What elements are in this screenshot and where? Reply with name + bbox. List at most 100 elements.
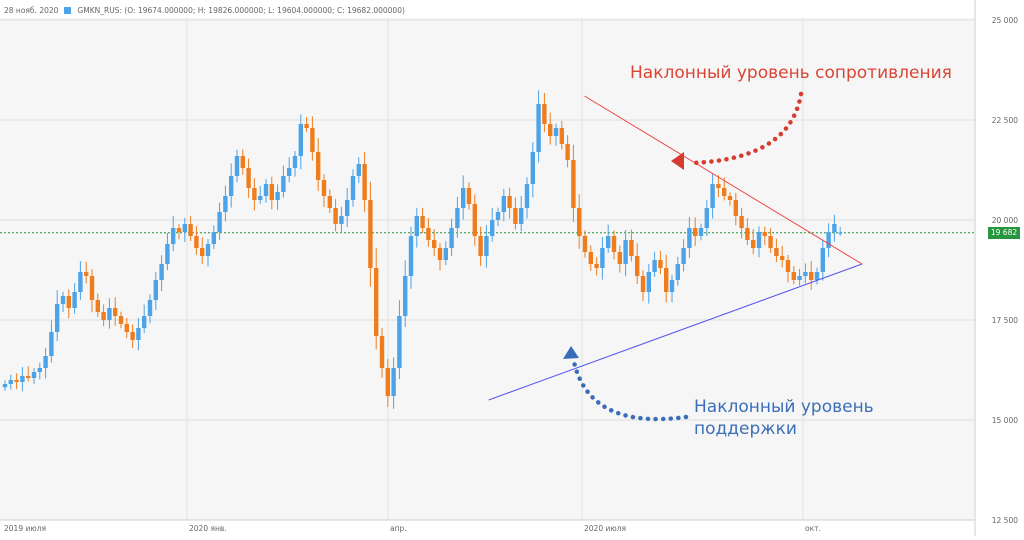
candle-body (606, 236, 611, 248)
candle-body (617, 252, 622, 264)
candle-body (414, 216, 419, 236)
candle-body (716, 184, 721, 188)
y-tick-label: 15 000 (992, 416, 1018, 425)
candle-body (687, 228, 692, 248)
candle-body (171, 228, 176, 244)
candle-body (449, 228, 454, 248)
candle-body (316, 152, 321, 180)
candle-body (287, 168, 292, 176)
candle-body (565, 144, 570, 160)
candle-body (426, 228, 431, 240)
candle-body (762, 232, 767, 236)
candle-body (350, 176, 356, 200)
candle-body (310, 128, 315, 152)
candle-body (791, 272, 796, 280)
candle-body (542, 104, 547, 124)
candle-body (136, 328, 141, 340)
candle-body (408, 236, 414, 276)
candle-body (165, 244, 170, 264)
candle-body (362, 164, 367, 200)
candle-body (95, 300, 100, 312)
resistance-annotation: Наклонный уровень сопротивления (630, 63, 952, 83)
candle-body (8, 380, 13, 384)
candle-body (20, 376, 25, 382)
candle-body (640, 276, 646, 292)
y-tick-label: 25 000 (992, 16, 1018, 25)
support-annotation: Наклонный уровень поддержки (694, 396, 874, 440)
x-tick-label: 2019 июля (4, 524, 46, 533)
candle-body (281, 176, 286, 192)
candle-body (263, 184, 269, 196)
candle-body (118, 316, 124, 324)
plot-area (0, 18, 975, 520)
candle-body (681, 248, 686, 264)
candle-body (188, 224, 193, 236)
candle-body (234, 156, 240, 176)
candle-body (629, 240, 634, 256)
candle-body (455, 208, 460, 228)
candle-body (55, 304, 60, 332)
candle-body (669, 280, 675, 292)
candle-body (646, 272, 651, 292)
candle-body (768, 236, 773, 248)
candle-body (89, 276, 95, 300)
candle-body (60, 296, 66, 304)
series-color-square-icon (64, 6, 72, 14)
candle-body (403, 276, 408, 316)
candle-body (374, 268, 379, 336)
candle-body (432, 240, 437, 248)
candle-body (635, 256, 640, 276)
candle-body (72, 292, 77, 308)
candle-body (258, 196, 263, 200)
candle-body (379, 336, 385, 368)
candle-body (524, 184, 530, 208)
candle-body (472, 204, 477, 236)
candle-body (2, 384, 8, 388)
candle-body (600, 248, 605, 268)
candle-body (780, 256, 785, 260)
y-tick-label: 20 000 (992, 216, 1018, 225)
candle-body (582, 236, 588, 252)
current-price-tag: 19 682 (988, 227, 1020, 239)
candle-body (838, 232, 843, 234)
candle-body (820, 248, 825, 272)
candle-body (443, 248, 448, 260)
candle-body (240, 156, 245, 168)
candle-body (809, 272, 814, 280)
candle-body (327, 196, 332, 208)
x-tick-label: 2020 июля (584, 524, 626, 533)
candle-body (246, 168, 251, 188)
candle-body (275, 192, 280, 200)
candle-body (623, 240, 628, 264)
support-arrow (571, 359, 689, 422)
candle-body (304, 124, 309, 128)
y-tick-label: 17 500 (992, 316, 1018, 325)
y-tick-label: 12 500 (992, 516, 1018, 525)
candle-body (113, 308, 118, 316)
candle-body (536, 104, 541, 152)
support-arrowhead-icon (563, 346, 579, 359)
candle-body (785, 260, 791, 272)
candle-body (814, 272, 820, 280)
resistance-trendline (584, 95, 863, 265)
candle-body (501, 196, 506, 212)
candle-body (107, 308, 112, 320)
candle-body (594, 264, 599, 268)
candle-body (553, 128, 559, 136)
candle-body (530, 152, 535, 184)
candle-body (211, 232, 216, 244)
candle-body (513, 208, 518, 224)
candle-body (420, 216, 425, 228)
candle-body (397, 316, 402, 368)
candle-body (710, 184, 715, 208)
support-annotation-line2: поддержки (694, 419, 797, 439)
candle-body (194, 236, 199, 248)
candle-body (147, 300, 153, 316)
candle-body (478, 236, 483, 256)
header-ohlc: GMKN_RUS: (O: 19674.000000; H: 19826.000… (77, 5, 405, 15)
chart-header: 28 нояб. 2020 GMKN_RUS: (O: 19674.000000… (4, 3, 405, 17)
candle-body (217, 212, 222, 232)
candle-body (269, 184, 274, 200)
candle-body (490, 220, 495, 236)
